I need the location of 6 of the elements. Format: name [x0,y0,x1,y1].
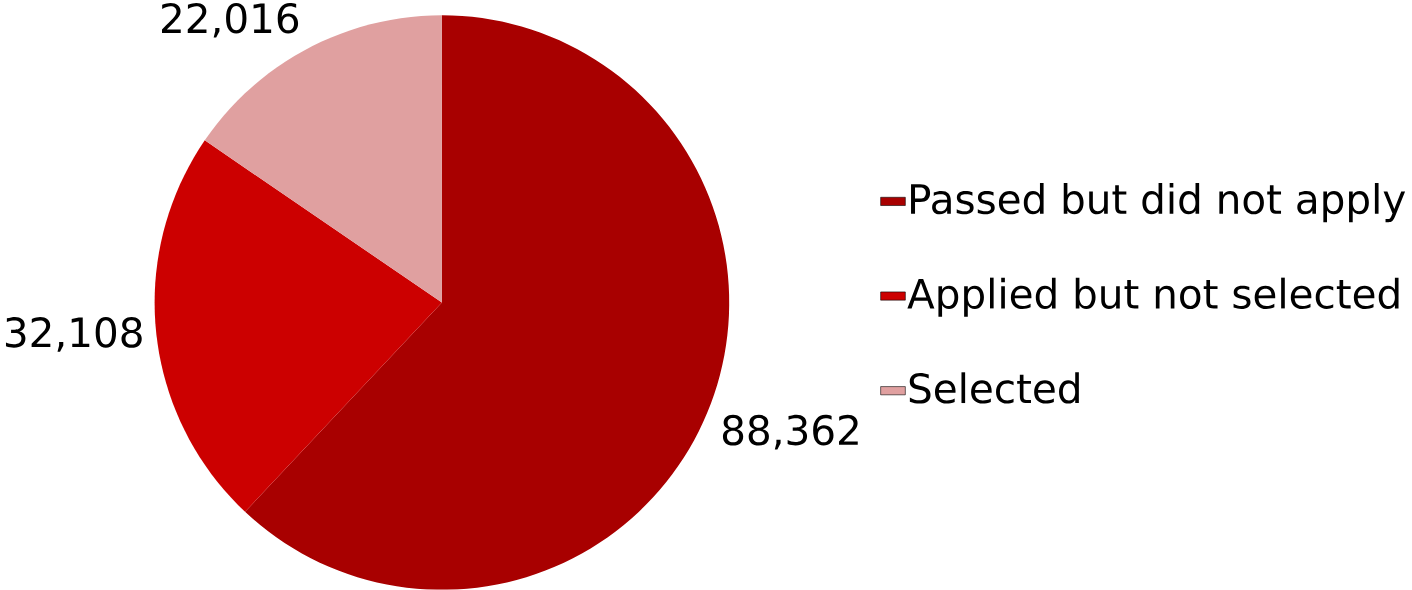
legend-label: Applied but not selected [907,277,1399,317]
data-label: 22,016 [162,2,299,38]
data-label: 32,108 [5,317,142,352]
legend-label: Passed but did not apply [911,183,1406,223]
data-label: 88,362 [722,414,858,450]
legend-label: Selected [909,372,1079,404]
